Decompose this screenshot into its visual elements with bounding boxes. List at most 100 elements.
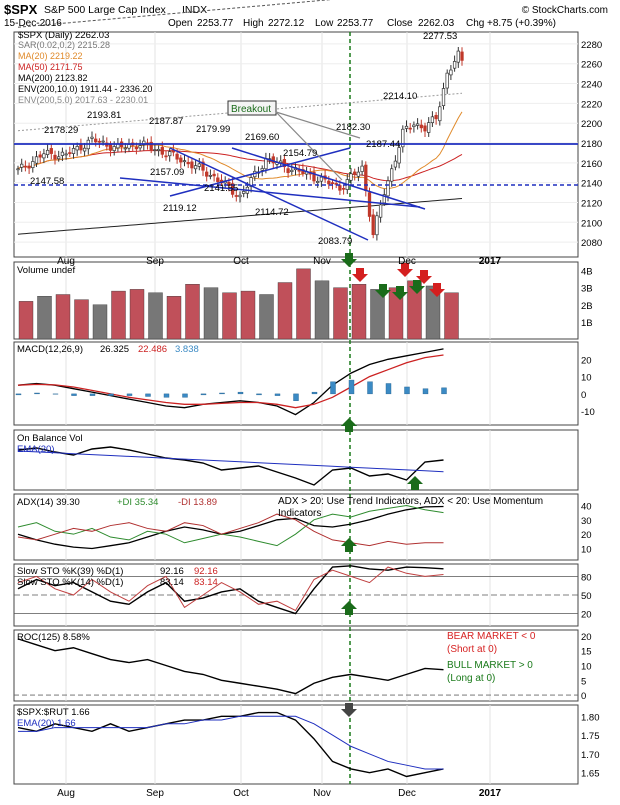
price-candle	[187, 162, 190, 163]
ratio-tick-label: 1.65	[581, 769, 600, 780]
volume-bar	[278, 283, 292, 339]
price-candle	[94, 139, 97, 142]
price-candle	[342, 188, 345, 189]
ratio-title: $SPX:$RUT 1.66	[17, 707, 90, 718]
price-candle	[154, 150, 157, 151]
price-point-label: 2193.81	[87, 110, 121, 121]
volume-bar	[112, 291, 126, 339]
sto-d-value: 92.16	[194, 566, 218, 577]
macd-histogram-bar	[312, 392, 317, 394]
price-point-label: 2178.29	[44, 125, 78, 136]
sto-title: Slow STO %K(39) %D(1)	[17, 566, 123, 577]
price-candle	[394, 161, 397, 167]
price-candle	[376, 216, 379, 235]
price-point-label: 2114.72	[255, 207, 289, 218]
price-legend-item: ENV(200,10.0) 1911.44 - 2336.20	[18, 84, 152, 94]
price-candle	[135, 147, 138, 149]
price-candle	[102, 141, 105, 142]
open-value: 2253.77	[197, 18, 234, 29]
roc-title: ROC(125) 8.58%	[17, 632, 90, 643]
x-tick-label: 2017	[479, 256, 502, 267]
volume-bar	[334, 288, 348, 339]
price-candle	[35, 157, 38, 163]
price-candle	[316, 181, 319, 182]
macd-histogram-bar	[164, 394, 169, 397]
macd-histogram-bar	[275, 394, 280, 396]
volume-bar	[93, 305, 107, 339]
chg-label: Chg	[466, 18, 484, 29]
macd-histogram-bar	[183, 394, 188, 397]
price-point-label: 2169.60	[245, 132, 279, 143]
price-point-label: 2187.44	[366, 139, 400, 150]
volume-bar	[315, 281, 329, 339]
price-point-label: 2182.30	[336, 122, 370, 133]
macd-histogram-bar	[127, 394, 132, 396]
price-tick-label: 2240	[581, 80, 602, 91]
close-value: 2262.03	[418, 18, 455, 29]
macd-histogram-bar	[423, 389, 428, 394]
macd-histogram-bar	[238, 392, 243, 394]
macd-histogram-bar	[368, 382, 373, 394]
price-tick-label: 2120	[581, 198, 602, 209]
macd-histogram-bar	[405, 387, 410, 394]
price-point-label: 2277.53	[423, 31, 457, 42]
exchange: INDX	[182, 4, 207, 16]
price-candle	[350, 174, 353, 180]
adx-note-line1: ADX > 20: Use Trend Indicators, ADX < 20…	[278, 496, 543, 507]
chg-value: +8.75 (+0.39%)	[487, 18, 556, 29]
sto-k-value: 83.14	[160, 577, 184, 588]
price-tick-label: 2180	[581, 139, 602, 150]
price-candle	[287, 169, 290, 173]
price-candle	[357, 172, 360, 176]
price-tick-label: 2280	[581, 40, 602, 51]
sto-tick-label: 20	[581, 610, 592, 621]
index-name: S&P 500 Large Cap Index	[44, 4, 167, 16]
price-point-label: 2214.10	[383, 91, 417, 102]
x-tick-label: 2017	[479, 788, 502, 799]
price-candle	[235, 195, 238, 196]
symbol-title: $SPX	[4, 2, 38, 17]
macd-histogram-bar	[220, 393, 225, 394]
roc-tick-label: 15	[581, 647, 592, 658]
price-candle	[24, 166, 27, 167]
price-candle	[320, 177, 323, 181]
price-candle	[46, 150, 49, 154]
volume-bar	[241, 291, 255, 339]
price-candle	[361, 166, 364, 171]
volume-bar	[352, 284, 366, 339]
macd-histogram-bar	[257, 394, 262, 395]
price-candle	[239, 195, 242, 197]
price-candle	[368, 193, 371, 217]
price-point-label: 2141.55	[204, 183, 238, 194]
price-candle	[439, 107, 442, 121]
price-candle	[331, 183, 334, 184]
price-tick-label: 2100	[581, 218, 602, 229]
x-tick-label: Dec	[398, 256, 416, 267]
obv-title: On Balance Vol	[17, 433, 83, 444]
price-legend-item: SAR(0.02,0.2) 2215.28	[18, 40, 110, 50]
volume-title: Volume undef	[17, 265, 75, 276]
price-candle	[98, 141, 101, 142]
price-candle	[54, 155, 57, 159]
x-tick-label: Oct	[233, 788, 249, 799]
macd-histogram-bar	[386, 384, 391, 394]
price-point-label: 2157.09	[150, 167, 184, 178]
price-point-label: 2187.87	[149, 116, 183, 127]
bull-market-note: (Long at 0)	[447, 673, 495, 684]
price-candle	[180, 158, 183, 162]
macd-histogram-bar	[72, 394, 77, 396]
price-candle	[161, 147, 164, 154]
price-candle	[20, 164, 23, 167]
price-candle	[427, 123, 430, 133]
price-candle	[209, 175, 212, 176]
price-candle	[194, 166, 197, 169]
price-candle	[39, 155, 42, 157]
high-value: 2272.12	[268, 18, 305, 29]
volume-tick-label: 1B	[581, 318, 593, 329]
indicator-tick-label: 40	[581, 501, 592, 512]
price-candle	[124, 148, 127, 149]
ratio-tick-label: 1.80	[581, 712, 600, 723]
price-candle	[353, 172, 356, 175]
volume-bar	[167, 296, 181, 339]
